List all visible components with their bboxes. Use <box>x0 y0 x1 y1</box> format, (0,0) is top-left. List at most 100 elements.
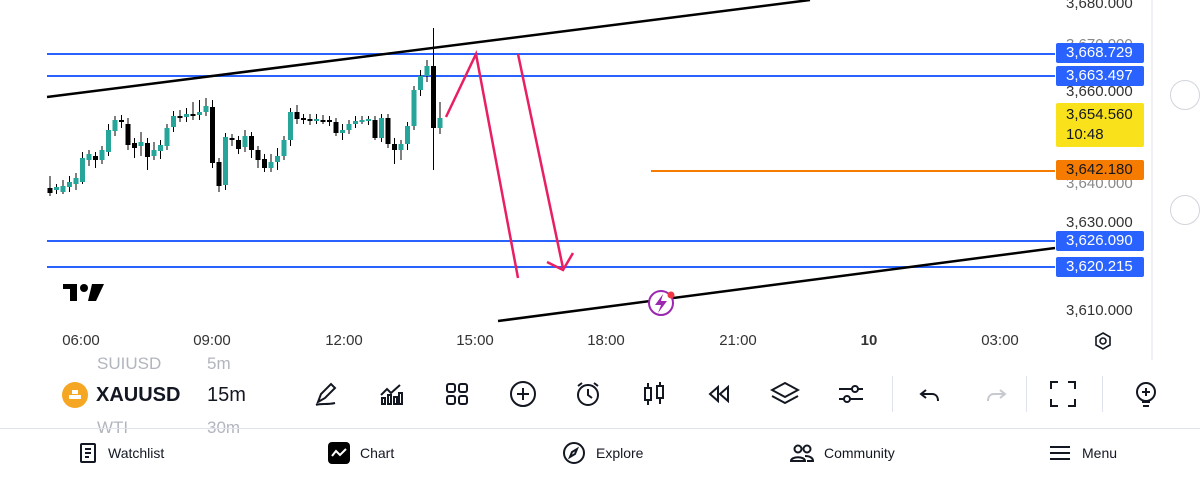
nav-label: Community <box>824 445 895 461</box>
current-price-value: 3,654.560 <box>1066 106 1133 123</box>
candle-body <box>281 140 287 156</box>
symbol-selector[interactable]: XAUUSD <box>62 382 180 408</box>
price-axis-label: 3,660.000 <box>1066 83 1133 100</box>
level-price-tag-3[interactable]: 3,626.090 <box>1056 231 1144 251</box>
candle-body <box>418 76 423 90</box>
time-axis-label: 12:00 <box>325 332 363 349</box>
time-axis-label: 18:00 <box>587 332 625 349</box>
edge-circle-button[interactable] <box>1170 195 1200 225</box>
candle-body <box>54 187 59 190</box>
chart-area[interactable]: 3,680.000 3,670.000 3,660.000 3,640.000 … <box>0 0 1200 360</box>
level-price-tag-1[interactable]: 3,668.729 <box>1056 43 1144 63</box>
level-price-tag-4[interactable]: 3,620.215 <box>1056 257 1144 277</box>
candle-body <box>93 156 98 160</box>
toolbar-divider <box>892 376 893 412</box>
candle-body <box>392 144 397 150</box>
candle-body <box>411 90 417 126</box>
candle-body <box>216 162 222 186</box>
undo-icon[interactable] <box>910 374 950 414</box>
candle-body <box>223 137 228 185</box>
candle-body <box>112 120 118 131</box>
rewind-icon[interactable] <box>699 374 739 414</box>
candle-body <box>60 186 66 192</box>
toolbar-divider <box>1102 376 1103 412</box>
nav-label: Menu <box>1082 445 1118 461</box>
candle-body <box>47 188 53 193</box>
candle-body <box>346 124 352 130</box>
orange-price-tag[interactable]: 3,642.180 <box>1056 160 1144 180</box>
symbol-above[interactable]: SUIUSD <box>97 354 162 373</box>
interval-above[interactable]: 5m <box>207 354 231 373</box>
nav-menu[interactable]: Menu <box>1048 429 1117 477</box>
candle-body <box>314 119 319 121</box>
candle-countdown: 10:48 <box>1066 126 1104 143</box>
bottom-navigation: Watchlist Chart Explore Community Menu <box>0 428 1200 478</box>
candle-body <box>333 122 339 133</box>
edge-circle-button[interactable] <box>1170 80 1200 110</box>
nav-chart[interactable]: Chart <box>328 429 394 477</box>
interval-selector[interactable]: 15m <box>207 384 246 406</box>
time-axis-label: 21:00 <box>719 332 757 349</box>
gold-coin-icon <box>62 382 88 408</box>
candle-body <box>229 138 235 140</box>
redo-icon[interactable] <box>976 374 1016 414</box>
candlestick-icon[interactable] <box>634 374 674 414</box>
candle-body <box>119 120 124 122</box>
fullscreen-icon[interactable] <box>1043 374 1083 414</box>
candle-body <box>177 116 183 118</box>
candle-body <box>190 114 196 116</box>
nav-watchlist[interactable]: Watchlist <box>78 429 164 477</box>
candle-body <box>236 140 241 149</box>
candle-body <box>288 112 293 140</box>
time-axis-label: 06:00 <box>62 332 100 349</box>
candle-body <box>73 178 79 184</box>
nav-explore[interactable]: Explore <box>562 429 643 477</box>
lightning-event-icon[interactable] <box>648 290 675 316</box>
indicators-icon[interactable] <box>371 374 411 414</box>
pencil-icon[interactable] <box>306 374 346 414</box>
candle-body <box>353 121 358 124</box>
nav-label: Watchlist <box>108 445 165 461</box>
level-price-tag-2[interactable]: 3,663.497 <box>1056 66 1144 86</box>
tradingview-logo <box>63 284 104 301</box>
projection-arrow-2[interactable] <box>516 53 565 269</box>
layout-grid-icon[interactable] <box>437 374 477 414</box>
time-axis-label: 10 <box>860 332 878 349</box>
interval-below[interactable]: 30m <box>207 418 241 437</box>
nav-community[interactable]: Community <box>790 429 895 477</box>
layers-icon[interactable] <box>765 374 805 414</box>
candle-body <box>132 143 137 148</box>
candle-body <box>398 144 404 150</box>
plus-circle-icon[interactable] <box>503 374 543 414</box>
upper-trendline[interactable] <box>46 0 811 99</box>
chart-canvas[interactable] <box>0 0 1200 360</box>
candle-body <box>86 154 92 160</box>
current-price-tag[interactable]: 3,654.560 10:48 <box>1056 103 1144 147</box>
candle-body <box>99 150 105 160</box>
candle-body <box>275 156 280 162</box>
candle-body <box>307 119 313 121</box>
community-icon <box>790 444 814 462</box>
candle-body <box>327 120 332 122</box>
time-axis-label: 03:00 <box>981 332 1019 349</box>
chart-settings-icon[interactable] <box>1095 332 1111 350</box>
candle-body <box>158 145 163 151</box>
projection-arrow-1[interactable] <box>444 49 520 279</box>
candle-body <box>385 118 391 144</box>
lightbulb-icon[interactable] <box>1122 374 1162 414</box>
lower-trendline[interactable] <box>497 246 1056 323</box>
candle-body <box>379 118 384 138</box>
candle-body <box>294 112 300 119</box>
settings-sliders-icon[interactable] <box>831 374 871 414</box>
candle-body <box>405 126 410 144</box>
candle-body <box>138 142 144 146</box>
symbol-below[interactable]: WTI <box>97 418 129 437</box>
toolbar-divider <box>1026 376 1027 412</box>
candlestick-series <box>47 28 443 196</box>
candle-body <box>197 112 202 115</box>
candle-body <box>268 162 274 168</box>
candle-body <box>203 106 209 112</box>
watchlist-icon <box>80 443 96 463</box>
candle-body <box>262 159 267 168</box>
alarm-icon[interactable] <box>568 374 608 414</box>
